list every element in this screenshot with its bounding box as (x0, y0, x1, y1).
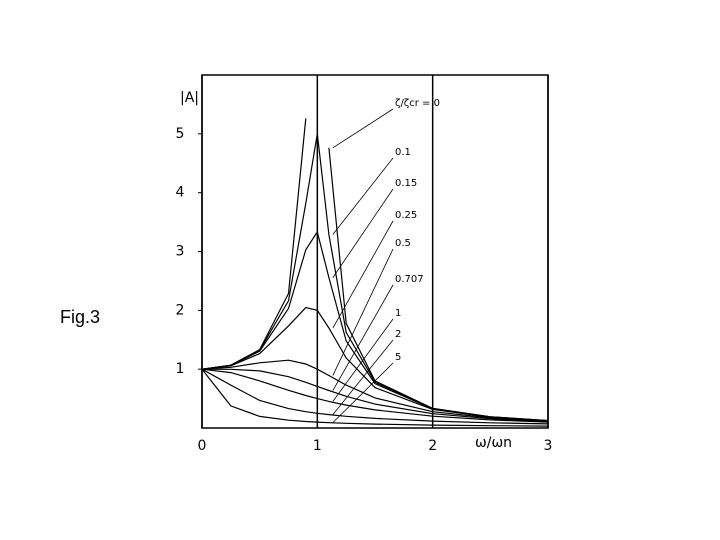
response-curve (202, 306, 548, 422)
leader-line (332, 108, 394, 149)
legend-label: 5 (395, 352, 401, 363)
response-curve (202, 368, 548, 425)
response-curve (202, 368, 548, 427)
legend-label: 0.5 (395, 238, 411, 249)
plot-area (202, 118, 548, 427)
y-tick-label: 2 (176, 302, 185, 318)
leader-line (332, 220, 394, 329)
legend-label: 0.707 (395, 274, 424, 285)
response-curve (202, 368, 548, 423)
legend-label: 2 (395, 329, 401, 340)
legend-label: 0.1 (395, 147, 411, 158)
leader-line (332, 188, 394, 278)
figure-label: Fig.3 (60, 307, 100, 327)
x-tick-label: 2 (428, 438, 437, 454)
response-curve (202, 118, 548, 422)
x-tick-label: 3 (544, 438, 553, 454)
x-tick-label: 1 (313, 438, 322, 454)
legend-label: 1 (395, 308, 401, 319)
response-curve (202, 368, 548, 423)
response-curve (202, 359, 548, 422)
leader-line (332, 157, 394, 235)
y-tick-label: 3 (176, 244, 185, 260)
response-curve (202, 230, 548, 422)
leader-line (332, 318, 394, 402)
leader-line (332, 284, 394, 391)
y-tick-label: 4 (176, 185, 185, 201)
leader-line (332, 339, 394, 415)
leader-line (332, 248, 394, 376)
legend-label: ζ/ζcr = 0 (395, 98, 440, 109)
legend-label: 0.15 (395, 178, 417, 189)
y-tick-label: 5 (176, 126, 185, 142)
leader-line (332, 362, 394, 423)
legend-label: 0.25 (395, 210, 417, 221)
x-tick-label: 0 (198, 438, 207, 454)
y-tick-label: 1 (176, 361, 185, 377)
x-axis-label: ω/ωn (475, 435, 512, 451)
y-axis-label: |A| (180, 90, 199, 106)
response-curve (202, 133, 548, 422)
plot-frame (201, 74, 549, 429)
